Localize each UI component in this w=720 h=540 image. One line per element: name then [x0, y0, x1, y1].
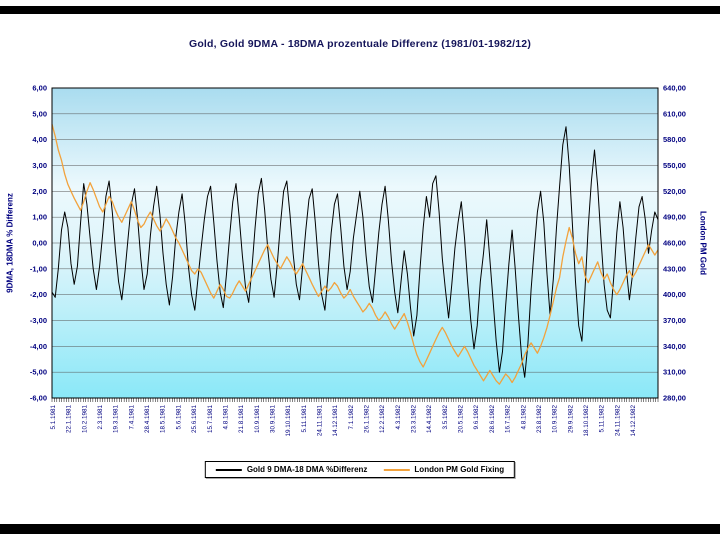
left-axis-tick-label: 4,00 [32, 135, 47, 144]
x-axis-label: 25.6.1981 [191, 405, 198, 434]
left-axis-tick-label: -4,00 [30, 342, 47, 351]
x-axis-label: 10.9.1981 [254, 405, 261, 434]
x-axis-label: 19.10.1981 [285, 405, 292, 437]
legend-line-sample-diff [215, 468, 242, 471]
x-axis-label: 28.6.1982 [489, 405, 496, 434]
right-axis-tick-label: 490,00 [663, 213, 686, 222]
left-axis-tick-label: 0,00 [32, 239, 47, 248]
x-axis-label: 14.12.1981 [332, 405, 339, 437]
left-axis-tick-label: -1,00 [30, 264, 47, 273]
x-axis-label: 26.1.1982 [364, 405, 371, 434]
left-axis-tick-label: -2,00 [30, 290, 47, 299]
chart-title: Gold, Gold 9DMA - 18DMA prozentuale Diff… [188, 38, 532, 50]
x-axis-label: 19.3.1981 [113, 405, 120, 434]
legend-item-gold: London PM Gold Fixing [383, 465, 504, 474]
left-axis-tick-label: 6,00 [32, 84, 47, 93]
x-axis-label: 18.5.1981 [160, 405, 167, 434]
legend-label-gold: London PM Gold Fixing [414, 465, 505, 474]
x-axis-label: 10.2.1981 [81, 405, 88, 434]
left-axis-tick-label: -5,00 [30, 368, 47, 377]
x-axis-label: 14.12.1982 [630, 405, 637, 437]
legend-line-sample-gold [383, 468, 410, 471]
x-axis-label: 2.3.1981 [97, 405, 104, 430]
x-axis-label: 22.1.1981 [66, 405, 73, 434]
right-axis-tick-label: 400,00 [663, 290, 686, 299]
right-axis-tick-label: 460,00 [663, 239, 686, 248]
x-axis-label: 12.2.1982 [379, 405, 386, 434]
x-axis-label: 5.1.1981 [50, 405, 57, 430]
x-axis-label: 21.8.1981 [238, 405, 245, 434]
right-axis-tick-label: 280,00 [663, 394, 686, 403]
x-axis-label: 20.5.1982 [458, 405, 465, 434]
x-axis-label: 4.3.1982 [395, 405, 402, 430]
right-axis-tick-label: 550,00 [663, 161, 686, 170]
x-axis-label: 23.8.1982 [536, 405, 543, 434]
left-axis-tick-label: -3,00 [30, 316, 47, 325]
right-axis-tick-label: 640,00 [663, 84, 686, 93]
legend-label-diff: Gold 9 DMA-18 DMA %Differenz [246, 465, 368, 474]
right-axis-tick-label: 310,00 [663, 368, 686, 377]
plot-border [51, 87, 659, 399]
x-axis-label: 10.9.1982 [552, 405, 559, 434]
x-axis-label: 5.6.1981 [175, 405, 182, 430]
right-axis-tick-label: 430,00 [663, 264, 686, 273]
left-axis-tick-label: 3,00 [32, 161, 47, 170]
x-axis-label: 23.3.1982 [411, 405, 418, 434]
right-axis-tick-label: 370,00 [663, 316, 686, 325]
top-letterbox-bar [0, 6, 720, 14]
x-axis-label: 7.4.1981 [128, 405, 135, 430]
x-axis-label: 16.7.1982 [505, 405, 512, 434]
x-axis-label: 18.10.1982 [583, 405, 590, 437]
x-axis-label: 15.7.1981 [207, 405, 214, 434]
x-axis-label: 5.11.1982 [599, 405, 606, 433]
x-axis-label: 4.8.1981 [222, 405, 229, 430]
series-line-0 [51, 126, 659, 378]
left-axis-tick-label: -6,00 [30, 394, 47, 403]
x-axis-label: 14.4.1982 [426, 405, 433, 434]
x-axis-label: 24.11.1981 [316, 405, 323, 437]
x-axis-label: 28.4.1981 [144, 405, 151, 434]
x-axis-label: 4.8.1982 [520, 405, 527, 430]
x-axis-label: 9.6.1982 [473, 405, 480, 430]
left-axis-tick-label: 2,00 [32, 187, 47, 196]
x-axis-label: 30.9.1981 [269, 405, 276, 434]
left-axis-tick-label: 5,00 [32, 109, 47, 118]
series-line-1 [51, 124, 659, 385]
x-axis-label: 5.11.1981 [301, 405, 308, 433]
chart-legend: Gold 9 DMA-18 DMA %Differenz London PM G… [204, 461, 516, 478]
legend-item-diff: Gold 9 DMA-18 DMA %Differenz [215, 465, 368, 474]
x-axis-label: 24.11.1982 [614, 405, 621, 437]
left-axis-tick-label: 1,00 [32, 213, 47, 222]
x-axis-label: 3.5.1982 [442, 405, 449, 430]
bottom-letterbox-bar [0, 524, 720, 534]
right-axis-tick-label: 580,00 [663, 135, 686, 144]
right-axis-tick-label: 610,00 [663, 109, 686, 118]
right-axis-tick-label: 520,00 [663, 187, 686, 196]
x-axis-label: 7.1.1982 [348, 405, 355, 430]
right-axis-tick-label: 340,00 [663, 342, 686, 351]
x-axis-label: 29.9.1982 [567, 405, 574, 434]
